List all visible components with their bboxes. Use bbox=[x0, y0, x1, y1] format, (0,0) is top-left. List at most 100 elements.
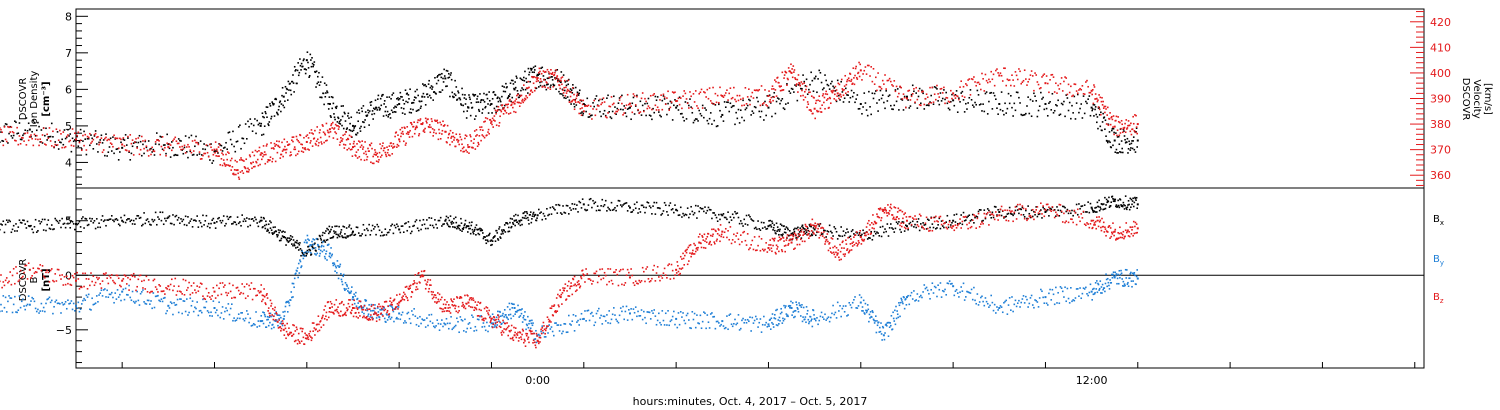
bx-point bbox=[461, 230, 463, 232]
bx-point bbox=[405, 222, 407, 224]
by-point bbox=[609, 322, 612, 325]
velocity-point bbox=[896, 95, 899, 98]
ion-density-point bbox=[846, 94, 848, 96]
ion-density-point bbox=[516, 90, 519, 92]
ion-density-point bbox=[713, 119, 716, 122]
bx-point bbox=[950, 224, 952, 226]
bx-point bbox=[286, 237, 289, 239]
velocity-point bbox=[1123, 127, 1125, 130]
ion-density-point bbox=[161, 148, 164, 151]
velocity-point bbox=[826, 93, 829, 96]
velocity-point bbox=[399, 128, 402, 131]
by-point bbox=[532, 322, 534, 324]
by-point bbox=[1136, 277, 1139, 280]
bx-point bbox=[928, 219, 930, 221]
velocity-point bbox=[704, 91, 706, 94]
bx-point bbox=[124, 221, 127, 224]
velocity-point bbox=[23, 140, 25, 142]
bx-point bbox=[866, 238, 869, 240]
velocity-point bbox=[85, 149, 88, 151]
bx-point bbox=[398, 228, 401, 231]
bx-point bbox=[216, 221, 218, 223]
by-point bbox=[342, 273, 345, 276]
velocity-point bbox=[497, 105, 500, 108]
velocity-point bbox=[357, 149, 359, 151]
ion-density-point bbox=[330, 96, 333, 98]
velocity-point bbox=[820, 111, 823, 113]
velocity-point bbox=[639, 111, 642, 113]
velocity-point bbox=[808, 91, 810, 94]
bx-point bbox=[273, 232, 275, 234]
by-point bbox=[606, 314, 608, 316]
ion-density-point bbox=[849, 96, 852, 99]
by-point bbox=[558, 330, 561, 332]
bx-point bbox=[790, 232, 793, 235]
by-point bbox=[759, 318, 762, 320]
by-point bbox=[714, 327, 717, 330]
by-point bbox=[56, 302, 59, 305]
bx-point bbox=[56, 220, 59, 223]
velocity-point bbox=[933, 93, 936, 96]
bx-point bbox=[502, 232, 504, 235]
by-point bbox=[280, 316, 282, 319]
by-point bbox=[905, 296, 908, 299]
bx-point bbox=[705, 212, 707, 214]
b-field-tick-label: 0 bbox=[65, 269, 72, 282]
by-point bbox=[535, 329, 537, 332]
ion-density-point bbox=[306, 51, 309, 54]
bx-point bbox=[220, 221, 223, 224]
bx-point bbox=[484, 236, 486, 238]
bx-point bbox=[571, 203, 574, 205]
ion-density-point bbox=[232, 130, 234, 133]
bx-point bbox=[653, 201, 656, 204]
bx-point bbox=[954, 221, 957, 223]
bx-point bbox=[847, 231, 849, 233]
velocity-point bbox=[1026, 84, 1028, 86]
bx-point bbox=[1053, 209, 1056, 211]
by-point bbox=[466, 327, 469, 330]
ion-density-point bbox=[915, 92, 917, 94]
ion-density-point bbox=[738, 122, 741, 124]
ion-density-point bbox=[319, 81, 322, 83]
bx-point bbox=[22, 219, 24, 222]
by-point bbox=[247, 313, 249, 315]
velocity-point bbox=[561, 83, 563, 86]
ion-density-point bbox=[304, 72, 307, 75]
velocity-point bbox=[270, 142, 272, 144]
velocity-point bbox=[535, 80, 538, 83]
velocity-point bbox=[577, 101, 580, 103]
by-point bbox=[221, 306, 224, 308]
ion-density-point bbox=[349, 122, 351, 125]
by-point bbox=[109, 293, 112, 296]
bx-point bbox=[127, 218, 129, 220]
bx-point bbox=[281, 235, 284, 237]
ion-density-point bbox=[886, 100, 889, 102]
bx-point bbox=[195, 220, 197, 222]
velocity-point bbox=[38, 144, 40, 147]
ion-density-point bbox=[503, 86, 505, 88]
ion-density-point bbox=[80, 148, 83, 150]
by-point bbox=[498, 320, 500, 323]
by-point bbox=[297, 262, 300, 265]
velocity-point bbox=[1027, 80, 1029, 83]
velocity-point bbox=[1053, 91, 1056, 93]
by-point bbox=[40, 302, 43, 305]
velocity-point bbox=[532, 82, 535, 85]
velocity-point bbox=[355, 151, 358, 153]
ion-density-point bbox=[447, 77, 450, 79]
velocity-tick-label: 420 bbox=[1430, 16, 1451, 29]
velocity-point bbox=[74, 132, 76, 135]
velocity-point bbox=[753, 89, 756, 92]
velocity-point bbox=[843, 85, 846, 87]
velocity-point bbox=[398, 138, 401, 141]
by-point bbox=[295, 272, 297, 275]
bx-point bbox=[814, 234, 817, 237]
ion-density-point bbox=[19, 138, 22, 141]
bx-point bbox=[261, 219, 263, 222]
ion-density-point bbox=[509, 82, 512, 85]
ion-density-point bbox=[282, 95, 285, 98]
velocity-point bbox=[757, 89, 759, 92]
velocity-point bbox=[227, 164, 230, 167]
by-point bbox=[670, 319, 673, 321]
